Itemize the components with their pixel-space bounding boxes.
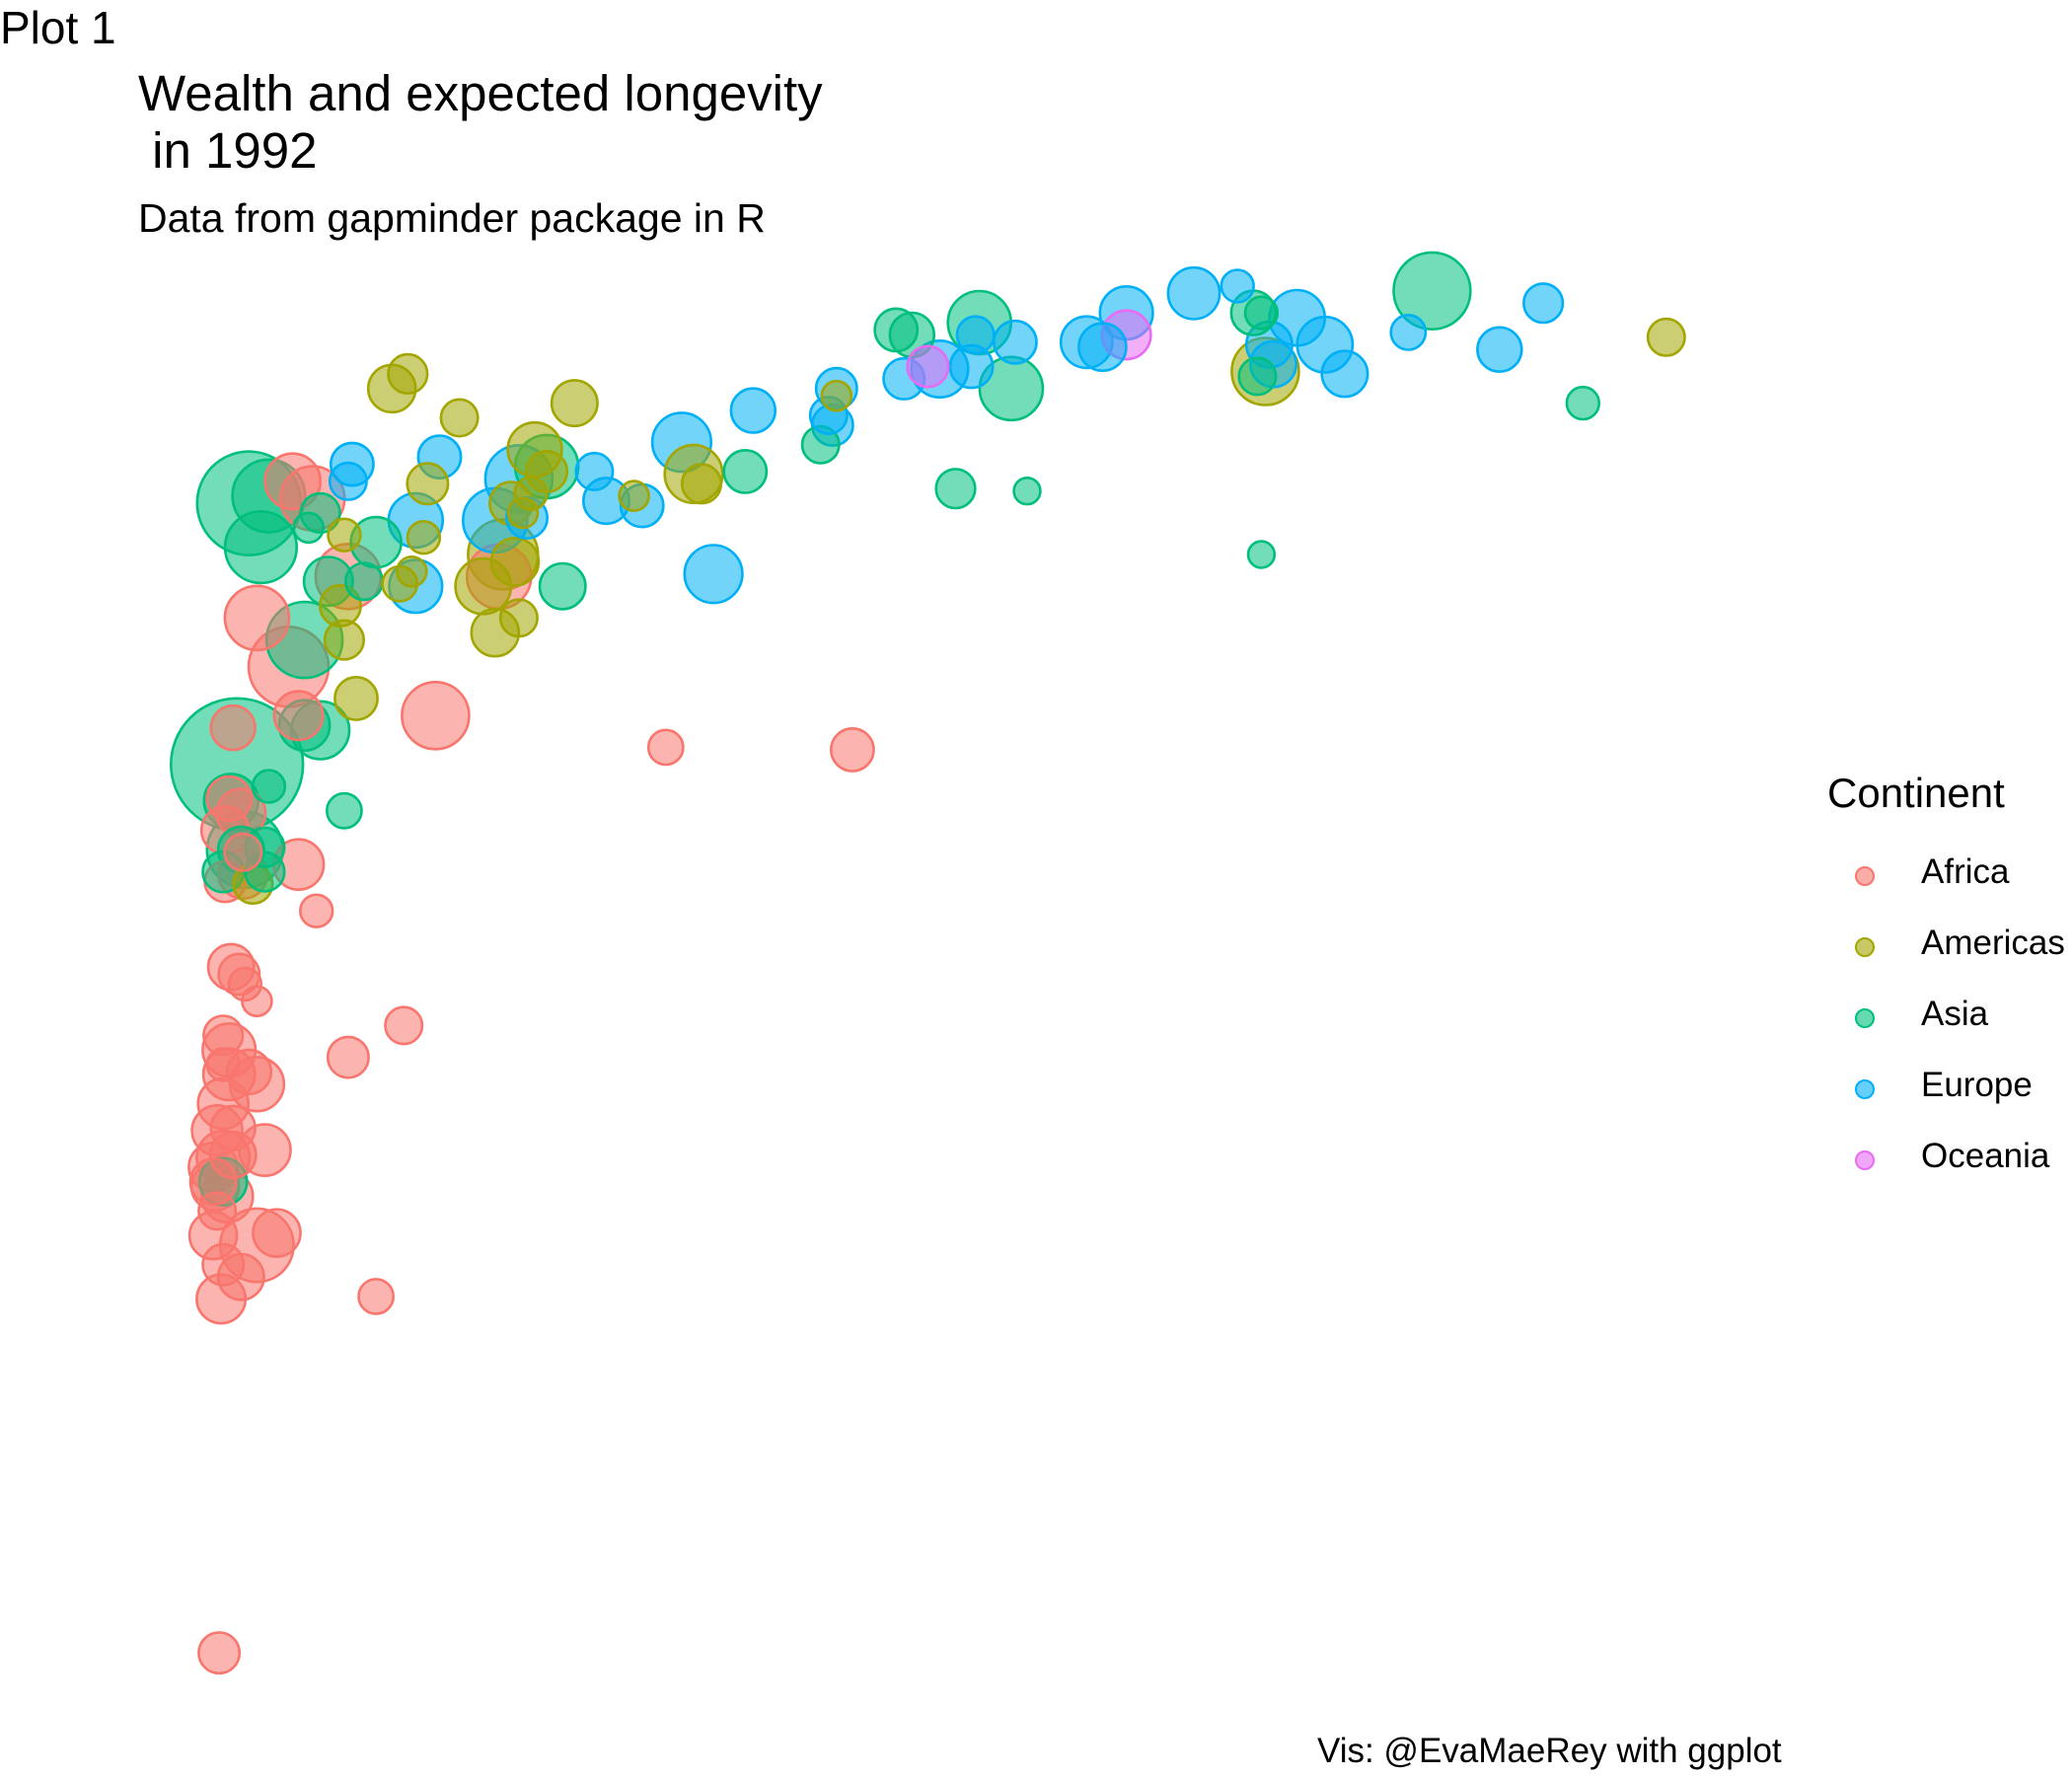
legend-key-asia xyxy=(1855,1008,1875,1028)
data-point-americas xyxy=(489,537,541,587)
data-point-americas xyxy=(550,379,599,428)
data-point-americas xyxy=(506,496,540,530)
legend-label-americas: Americas xyxy=(1921,924,2065,962)
data-point-europe xyxy=(683,544,744,605)
data-point-africa xyxy=(209,1104,257,1152)
plot-tag: Plot 1 xyxy=(0,2,116,53)
data-point-africa xyxy=(223,584,291,652)
data-point-africa xyxy=(384,1005,424,1046)
data-point-americas xyxy=(406,519,442,555)
data-point-africa xyxy=(252,1208,302,1258)
data-point-africa xyxy=(299,893,334,928)
data-point-europe xyxy=(1166,265,1221,321)
chart-title: Wealth and expected longevity in 1992 xyxy=(138,65,823,179)
data-point-africa xyxy=(241,985,273,1018)
data-point-africa xyxy=(205,1047,241,1082)
chart-subtitle: Data from gapminder package in R xyxy=(138,195,766,241)
data-point-africa xyxy=(830,727,875,773)
data-point-asia xyxy=(934,468,977,510)
data-point-africa xyxy=(646,728,685,767)
data-point-americas xyxy=(439,398,480,438)
data-point-americas xyxy=(387,352,429,396)
legend-item-africa: Africa xyxy=(1827,849,2072,920)
data-point-africa xyxy=(205,775,253,823)
legend-item-asia: Asia xyxy=(1827,991,2072,1062)
data-point-americas xyxy=(618,480,650,512)
data-point-africa xyxy=(197,1631,242,1675)
data-point-asia xyxy=(251,769,287,804)
data-point-americas xyxy=(406,462,450,506)
data-point-europe xyxy=(1220,268,1255,304)
data-point-asia xyxy=(1012,477,1042,506)
data-point-europe xyxy=(1320,349,1369,399)
legend-key-africa xyxy=(1855,866,1875,886)
data-point-americas xyxy=(820,379,853,412)
legend-item-oceania: Oceania xyxy=(1827,1133,2072,1204)
data-point-americas xyxy=(395,555,428,588)
data-point-africa xyxy=(401,680,471,751)
legend-label-europe: Europe xyxy=(1921,1066,2033,1104)
data-point-asia xyxy=(223,509,298,585)
legend-key-oceania xyxy=(1855,1150,1875,1170)
data-point-americas xyxy=(498,598,539,638)
data-point-americas xyxy=(680,463,723,505)
data-point-europe xyxy=(1389,313,1428,351)
legend-label-oceania: Oceania xyxy=(1921,1137,2050,1175)
data-point-asia xyxy=(873,307,920,353)
chart-caption: Vis: @EvaMaeRey with ggplot xyxy=(1317,1732,1782,1770)
data-point-africa xyxy=(201,1242,246,1287)
data-point-asia xyxy=(343,561,384,602)
data-point-europe xyxy=(1521,282,1565,325)
legend-label-africa: Africa xyxy=(1921,852,2010,891)
data-point-asia xyxy=(1565,385,1601,421)
legend: Continent Africa Americas Asia Europe Oc… xyxy=(1827,768,2072,1204)
data-point-africa xyxy=(357,1278,396,1315)
data-point-europe xyxy=(574,451,615,491)
legend-key-europe xyxy=(1855,1079,1875,1099)
data-point-africa xyxy=(326,1035,370,1079)
data-point-asia xyxy=(1392,251,1472,331)
points-layer xyxy=(169,251,1686,1675)
data-point-africa xyxy=(263,452,323,511)
data-point-asia xyxy=(722,448,769,494)
data-point-americas xyxy=(1646,317,1686,357)
data-point-americas xyxy=(327,517,362,553)
data-point-asia xyxy=(325,791,363,830)
data-point-asia xyxy=(1237,356,1278,397)
legend-title: Continent xyxy=(1827,770,2005,816)
data-point-africa xyxy=(223,832,263,872)
legend-item-americas: Americas xyxy=(1827,920,2072,991)
data-point-europe xyxy=(729,387,777,434)
data-point-asia xyxy=(1246,540,1277,569)
data-point-americas xyxy=(323,619,366,661)
data-point-asia xyxy=(292,511,326,545)
data-point-oceania xyxy=(906,344,950,389)
data-point-asia xyxy=(1243,295,1280,331)
data-point-europe xyxy=(328,461,368,501)
data-point-europe xyxy=(1476,326,1523,373)
data-point-americas xyxy=(333,676,379,721)
legend-label-asia: Asia xyxy=(1921,995,1989,1033)
legend-item-europe: Europe xyxy=(1827,1062,2072,1133)
data-point-europe xyxy=(993,319,1038,365)
data-point-europe xyxy=(955,315,996,355)
data-point-asia xyxy=(538,561,587,611)
data-point-africa xyxy=(272,690,325,742)
data-point-africa xyxy=(209,703,257,752)
data-point-europe xyxy=(1077,322,1128,373)
legend-key-americas xyxy=(1855,937,1875,957)
data-point-africa xyxy=(197,1191,238,1231)
